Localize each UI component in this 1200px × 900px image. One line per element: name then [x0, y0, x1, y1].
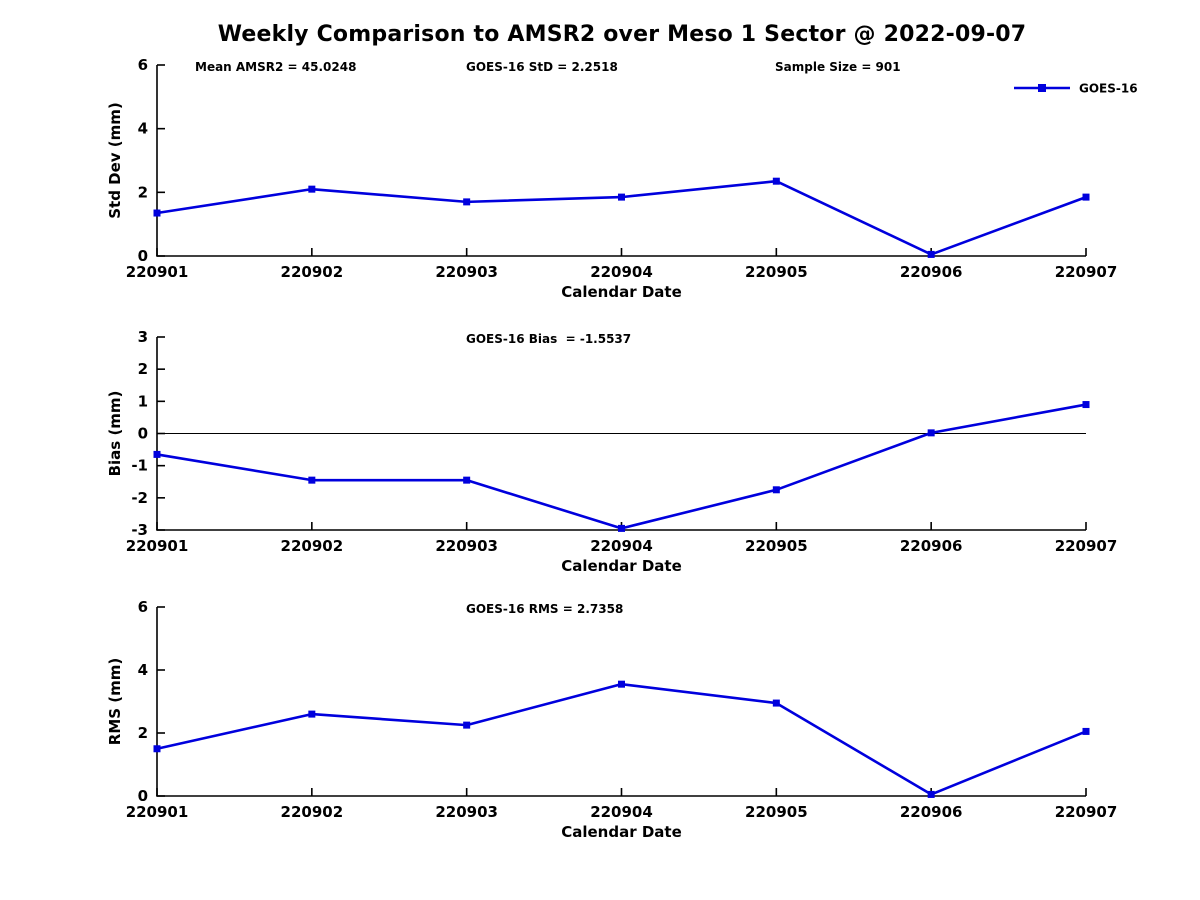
y-axis-label: Std Dev (mm) — [106, 102, 124, 219]
x-tick-label: 220904 — [590, 263, 653, 281]
figure-title: Weekly Comparison to AMSR2 over Meso 1 S… — [217, 22, 1027, 47]
data-point-marker — [1082, 401, 1090, 409]
series-line-goes-16 — [156, 179, 1087, 256]
y-tick-label: 0 — [138, 247, 148, 265]
y-tick-label: 0 — [138, 787, 148, 805]
subplot-annotation: Mean AMSR2 = 45.0248 — [195, 60, 356, 74]
data-point-marker — [1082, 193, 1090, 201]
data-point-marker — [463, 721, 471, 729]
x-tick-label: 220903 — [435, 263, 498, 281]
series-line-goes-16 — [156, 403, 1087, 530]
subplot-annotation: GOES-16 Bias = -1.5537 — [466, 332, 631, 346]
subplot-rms: 0 2 4 6 220901 220902 220903 220904 220905 220906… — [106, 598, 1117, 841]
x-tick-label: 220901 — [126, 537, 189, 555]
y-tick-label: 2 — [138, 724, 148, 742]
y-tick-label: 2 — [138, 360, 148, 378]
y-tick-label: 6 — [138, 56, 148, 74]
data-point-marker — [772, 699, 780, 707]
legend-marker-sample — [1038, 84, 1046, 92]
x-tick-label: 220907 — [1055, 263, 1118, 281]
data-point-marker — [927, 429, 935, 437]
data-point-marker — [618, 524, 625, 532]
y-tick-label: -2 — [131, 489, 148, 507]
y-axis-label: RMS (mm) — [106, 658, 124, 745]
y-tick-label: 0 — [138, 425, 148, 443]
subplot-bias: -3 -2 -1 0 1 2 3 220901 220902 220903 220904 220905… — [106, 328, 1117, 575]
x-tick-label: 220902 — [281, 803, 344, 821]
y-tick-label: 4 — [138, 661, 148, 679]
y-tick-label: 4 — [138, 120, 148, 138]
x-tick-label: 220904 — [590, 803, 653, 821]
subplot-std-dev: 0 2 4 6 220901 220902 220903 220904 220905 220906… — [106, 56, 1138, 301]
y-axis-label: Bias (mm) — [106, 391, 124, 477]
y-tick-label: -1 — [131, 457, 148, 475]
x-tick-label: 220903 — [435, 537, 498, 555]
y-tick-label: 6 — [138, 598, 148, 616]
x-tick-label: 220903 — [435, 803, 498, 821]
legend: GOES-16 — [1014, 82, 1138, 96]
data-point-marker — [153, 209, 161, 217]
x-tick-label: 220905 — [745, 803, 808, 821]
x-tick-label: 220902 — [281, 537, 344, 555]
data-point-marker — [463, 198, 471, 206]
data-point-marker — [153, 745, 161, 753]
y-tick-label: 2 — [138, 183, 148, 201]
x-tick-label: 220907 — [1055, 803, 1118, 821]
subplot-annotation: GOES-16 RMS = 2.7358 — [466, 602, 623, 616]
data-point-marker — [1082, 727, 1090, 735]
data-point-marker — [308, 476, 316, 484]
data-point-marker — [153, 450, 161, 458]
x-tick-label: 220904 — [590, 537, 653, 555]
series-line-goes-16 — [156, 682, 1087, 796]
x-tick-label: 220907 — [1055, 537, 1118, 555]
data-point-marker — [618, 680, 625, 688]
y-tick-label: 3 — [138, 328, 148, 346]
x-tick-label: 220905 — [745, 263, 808, 281]
data-point-marker — [772, 486, 780, 494]
x-tick-label: 220901 — [126, 803, 189, 821]
x-tick-label: 220905 — [745, 537, 808, 555]
x-axis-label: Calendar Date — [561, 283, 682, 301]
y-tick-label: -3 — [131, 521, 148, 539]
legend-label: GOES-16 — [1079, 82, 1138, 96]
x-axis-label: Calendar Date — [561, 557, 682, 575]
data-point-marker — [927, 250, 935, 258]
data-point-marker — [308, 710, 316, 718]
data-point-marker — [927, 790, 935, 798]
x-tick-label: 220902 — [281, 263, 344, 281]
subplot-annotation: Sample Size = 901 — [775, 60, 901, 74]
x-tick-label: 220906 — [900, 263, 963, 281]
data-point-marker — [618, 193, 625, 201]
data-point-marker — [463, 476, 471, 484]
x-tick-label: 220901 — [126, 263, 189, 281]
subplot-annotation: GOES-16 StD = 2.2518 — [466, 60, 618, 74]
y-tick-label: 1 — [138, 392, 148, 410]
data-point-marker — [772, 177, 780, 185]
x-tick-label: 220906 — [900, 537, 963, 555]
x-tick-label: 220906 — [900, 803, 963, 821]
x-axis-label: Calendar Date — [561, 823, 682, 841]
data-point-marker — [308, 185, 316, 193]
